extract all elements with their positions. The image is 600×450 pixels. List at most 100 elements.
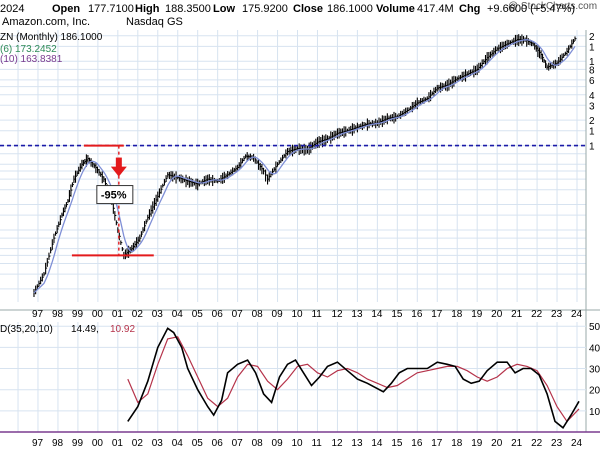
x-tick-label: 12 bbox=[331, 438, 343, 449]
kst-y-tick: 30 bbox=[589, 365, 600, 376]
x-tick-label: 17 bbox=[431, 309, 443, 320]
x-tick-label: 20 bbox=[491, 309, 503, 320]
header-close-label: Close bbox=[293, 3, 323, 15]
x-tick-label: 98 bbox=[52, 309, 64, 320]
price-y-tick: 4 bbox=[589, 91, 595, 102]
x-tick-label: 18 bbox=[451, 438, 463, 449]
x-tick-label: 05 bbox=[192, 438, 204, 449]
x-tick-label: 04 bbox=[172, 309, 184, 320]
drawdown-label: -95% bbox=[101, 190, 127, 202]
header-low-label: Low bbox=[213, 3, 235, 15]
x-tick-label: 11 bbox=[311, 438, 322, 449]
x-tick-label: 03 bbox=[152, 309, 164, 320]
x-tick-label: 08 bbox=[252, 438, 264, 449]
kst-panel-grid bbox=[0, 322, 600, 433]
x-axis-labels: 97 97 98 98 99 99 00 00 01 01 02 02 03 03 04 04 05 05 06 06… bbox=[32, 309, 583, 449]
x-tick-label: 06 bbox=[212, 438, 224, 449]
price-y-tick: 1 bbox=[589, 57, 595, 68]
x-tick-label: 24 bbox=[571, 309, 583, 320]
header-high: 188.3500 bbox=[165, 3, 211, 15]
x-tick-label: 02 bbox=[132, 438, 144, 449]
kst-legend-label: D(35,20,10) bbox=[0, 324, 53, 335]
x-tick-label: 19 bbox=[471, 309, 483, 320]
x-tick-label: 02 bbox=[132, 309, 144, 320]
header-open-label: Open bbox=[52, 3, 80, 15]
legend-ma-short: (6) 173.2452 bbox=[0, 44, 57, 55]
legend-main: ZN (Monthly) 186.1000 bbox=[0, 32, 103, 43]
header-exchange: Nasdaq GS bbox=[126, 16, 183, 28]
header-low: 175.9200 bbox=[242, 3, 288, 15]
x-tick-label: 18 bbox=[451, 309, 463, 320]
x-tick-label: 23 bbox=[551, 438, 563, 449]
legend-ma-long: (10) 163.8381 bbox=[0, 54, 63, 65]
x-tick-label: 20 bbox=[491, 438, 503, 449]
x-tick-label: 07 bbox=[232, 309, 244, 320]
header-volume-label: Volume bbox=[376, 3, 415, 15]
drawdown-arrow-shaft bbox=[115, 157, 122, 168]
x-tick-label: 22 bbox=[531, 309, 543, 320]
x-tick-label: 09 bbox=[272, 309, 284, 320]
x-tick-label: 04 bbox=[172, 438, 184, 449]
x-tick-label: 97 bbox=[32, 438, 44, 449]
x-tick-label: 14 bbox=[371, 309, 383, 320]
x-tick-label: 00 bbox=[92, 309, 104, 320]
x-tick-label: 98 bbox=[52, 438, 64, 449]
x-tick-label: 15 bbox=[391, 438, 403, 449]
x-tick-label: 06 bbox=[212, 309, 224, 320]
kst-signal-line bbox=[127, 336, 580, 423]
header-company: Amazon.com, Inc. bbox=[2, 16, 90, 28]
kst-legend-signal: 10.92 bbox=[110, 324, 135, 335]
kst-legend-value: 14.49, bbox=[71, 324, 99, 335]
x-tick-label: 22 bbox=[531, 438, 543, 449]
drawdown-arrow-icon bbox=[110, 166, 127, 177]
drawdown-label-box bbox=[96, 185, 134, 205]
x-tick-label: 16 bbox=[411, 309, 423, 320]
kst-y-tick: 50 bbox=[589, 322, 600, 333]
x-tick-label: 17 bbox=[431, 438, 443, 449]
x-tick-label: 10 bbox=[292, 438, 304, 449]
x-tick-label: 05 bbox=[192, 309, 204, 320]
price-y-tick: 1 bbox=[589, 127, 595, 138]
drawdown-annotation: -95% bbox=[0, 144, 586, 257]
x-tick-label: 97 bbox=[32, 309, 44, 320]
x-tick-label: 16 bbox=[411, 438, 423, 449]
price-y-tick: 3 bbox=[589, 101, 595, 112]
price-y-tick: 2 bbox=[589, 116, 595, 127]
x-tick-label: 13 bbox=[351, 309, 363, 320]
x-tick-label: 00 bbox=[92, 438, 104, 449]
price-y-tick: 2 bbox=[589, 32, 595, 43]
x-tick-label: 21 bbox=[511, 438, 523, 449]
header-date: 2024 bbox=[0, 3, 24, 15]
x-tick-label: 24 bbox=[571, 438, 583, 449]
header-high-label: High bbox=[135, 3, 160, 15]
x-tick-label: 19 bbox=[471, 438, 483, 449]
stockcharts-watermark: @ StockCharts.com bbox=[508, 1, 597, 12]
x-tick-label: 12 bbox=[331, 309, 343, 320]
x-tick-label: 21 bbox=[511, 309, 523, 320]
header-open-value: 177.7100 bbox=[88, 3, 134, 15]
price-series bbox=[33, 34, 577, 298]
x-tick-label: 11 bbox=[311, 309, 322, 320]
moving-average-line bbox=[33, 39, 576, 294]
header-close: 186.1000 bbox=[327, 3, 373, 15]
x-tick-label: 10 bbox=[292, 309, 304, 320]
x-tick-label: 01 bbox=[112, 438, 124, 449]
x-tick-label: 15 bbox=[391, 309, 403, 320]
x-tick-label: 08 bbox=[252, 309, 264, 320]
x-tick-label: 01 bbox=[112, 309, 124, 320]
x-tick-label: 99 bbox=[72, 309, 84, 320]
x-tick-label: 09 bbox=[272, 438, 284, 449]
header-chg: +9.6600 (+5.47%) bbox=[487, 3, 575, 15]
kst-y-tick: 20 bbox=[589, 386, 600, 397]
x-tick-label: 23 bbox=[551, 309, 563, 320]
price-y-tick: 1 bbox=[589, 142, 595, 153]
kst-y-tick: 10 bbox=[589, 407, 600, 418]
kst-line bbox=[127, 327, 580, 429]
x-tick-label: 99 bbox=[72, 438, 84, 449]
price-y-tick: 1 bbox=[589, 42, 595, 53]
x-tick-label: 07 bbox=[232, 438, 244, 449]
x-tick-label: 13 bbox=[351, 438, 363, 449]
x-tick-label: 14 bbox=[371, 438, 383, 449]
